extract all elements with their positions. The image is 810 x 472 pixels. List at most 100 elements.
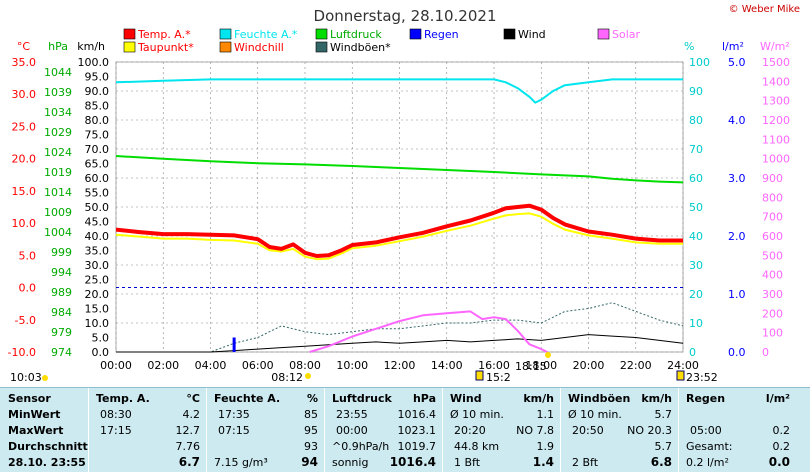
legend-swatch bbox=[219, 41, 232, 53]
x-tick: 18:00 bbox=[525, 359, 557, 372]
wind-tick: 20.0 bbox=[85, 288, 110, 301]
sunrise-label: 08:12 bbox=[271, 371, 303, 384]
weather-state: sonnig bbox=[332, 456, 369, 469]
humidity-tick: 50 bbox=[689, 201, 703, 214]
solar-tick: 1500 bbox=[762, 56, 790, 69]
row-min-label: MinWert bbox=[8, 408, 61, 421]
rain-total-label: Gesamt: bbox=[686, 440, 733, 453]
current-humidity-value: 94 bbox=[301, 455, 318, 469]
pressure-tick: 1024 bbox=[44, 146, 72, 159]
rain-total-value: 0.2 bbox=[772, 440, 791, 453]
avg-temp-value: 7.76 bbox=[175, 440, 201, 453]
max-rain-time: 05:00 bbox=[690, 424, 722, 437]
humidity-tick: 30 bbox=[689, 259, 703, 272]
max-temp-value: 12.7 bbox=[175, 424, 201, 437]
legend-swatch bbox=[503, 28, 516, 40]
current-pressure-value: 1016.4 bbox=[389, 455, 436, 469]
rain-tick: 5.0 bbox=[728, 56, 746, 69]
humidity-tick: 100 bbox=[689, 56, 710, 69]
temp-tick: 15.0 bbox=[12, 185, 37, 198]
solar-tick: 300 bbox=[762, 288, 783, 301]
header-rain: Regen bbox=[686, 392, 726, 405]
header-sensor: Sensor bbox=[8, 392, 51, 405]
sun-marks: 08:12 18:15 10:03 15:2 23:52 bbox=[10, 352, 718, 384]
gusts-avg-label: Ø 10 min. bbox=[568, 408, 622, 421]
sun-icon bbox=[545, 352, 551, 358]
copyright: © Weber Mike bbox=[729, 4, 800, 15]
header-rain-unit: l/m² bbox=[765, 392, 790, 405]
humidity-tick: 40 bbox=[689, 230, 703, 243]
pressure-tick: 999 bbox=[51, 246, 72, 259]
wind-tick: 15.0 bbox=[85, 303, 110, 316]
header-temp: Temp. A. bbox=[96, 392, 150, 405]
wind-tick: 35.0 bbox=[85, 245, 110, 258]
mid-time: 15:2 bbox=[486, 371, 511, 384]
wind-tick: 85.0 bbox=[85, 100, 110, 113]
temp-tick: -10.0 bbox=[8, 346, 36, 359]
x-tick: 04:00 bbox=[195, 359, 227, 372]
legend-label: Taupunkt* bbox=[137, 41, 194, 54]
solar-tick: 100 bbox=[762, 327, 783, 340]
chart-title: Donnerstag, 28.10.2021 bbox=[314, 7, 497, 25]
header-temp-unit: °C bbox=[186, 392, 200, 405]
sunset-label: 18:15 bbox=[515, 360, 547, 373]
x-tick: 00:00 bbox=[100, 359, 132, 372]
solar-tick: 1300 bbox=[762, 95, 790, 108]
wind-avg-value: 1.1 bbox=[536, 408, 555, 421]
max-gusts-time: 20:50 bbox=[572, 424, 604, 437]
rain-tick: 0.0 bbox=[728, 346, 746, 359]
humidity-tick: 80 bbox=[689, 114, 703, 127]
series-line-luftdruck bbox=[115, 155, 684, 184]
legend-label: Solar bbox=[612, 28, 641, 41]
max-humidity-value: 95 bbox=[304, 424, 318, 437]
absolute-humidity: 7.15 g/m³ bbox=[214, 456, 268, 469]
x-tick: 16:00 bbox=[478, 359, 510, 372]
series-line-windben bbox=[116, 302, 684, 353]
max-pressure-time: 00:00 bbox=[336, 424, 368, 437]
series-line-tempa bbox=[115, 203, 683, 258]
avg-gusts-value: 5.7 bbox=[654, 440, 673, 453]
series-layer bbox=[115, 78, 684, 353]
legend-label: Feuchte A.* bbox=[234, 28, 298, 41]
solar-tick: 1100 bbox=[762, 133, 790, 146]
pressure-tick: 974 bbox=[51, 346, 72, 359]
solar-unit: W/m² bbox=[760, 40, 790, 53]
wind-tick: 100.0 bbox=[78, 56, 110, 69]
max-wind-time: 20:20 bbox=[454, 424, 486, 437]
legend-label: Temp. A.* bbox=[137, 28, 191, 41]
temp-tick: 10.0 bbox=[12, 217, 37, 230]
wind-tick: 75.0 bbox=[85, 129, 110, 142]
rain-unit: l/m² bbox=[722, 40, 744, 53]
header-pressure-unit: hPa bbox=[412, 392, 436, 405]
header-humidity-unit: % bbox=[306, 392, 318, 405]
avg-wind-value: 1.9 bbox=[536, 440, 555, 453]
series-line-wind bbox=[116, 334, 684, 353]
legend-swatch bbox=[219, 28, 232, 40]
row-avg-label: Durchschnitt bbox=[8, 440, 88, 453]
wind-tick: 0.0 bbox=[92, 346, 110, 359]
solar-tick: 0 bbox=[762, 346, 769, 359]
solar-tick: 200 bbox=[762, 307, 783, 320]
left-time: 10:03 bbox=[10, 371, 42, 384]
wind-tick: 40.0 bbox=[85, 230, 110, 243]
wind-tick: 80.0 bbox=[85, 114, 110, 127]
row-current-label: 28.10. 23:55 bbox=[8, 456, 86, 469]
moon-icon bbox=[676, 370, 685, 381]
header-pressure: Luftdruck bbox=[332, 392, 392, 405]
x-tick: 06:00 bbox=[242, 359, 274, 372]
legend-swatch bbox=[315, 41, 328, 53]
wind-tick: 45.0 bbox=[85, 216, 110, 229]
min-humidity-time: 17:35 bbox=[218, 408, 250, 421]
rain-bar bbox=[232, 337, 236, 352]
legend-swatch bbox=[123, 41, 136, 53]
series-line-taupunkt bbox=[115, 212, 683, 261]
solar-tick: 1200 bbox=[762, 114, 790, 127]
header-wind: Wind bbox=[450, 392, 482, 405]
wind-tick: 25.0 bbox=[85, 274, 110, 287]
min-pressure-time: 23:55 bbox=[336, 408, 368, 421]
pressure-unit: hPa bbox=[48, 40, 68, 53]
row-max-label: MaxWert bbox=[8, 424, 64, 437]
moon-icon bbox=[475, 370, 484, 381]
solar-tick: 600 bbox=[762, 230, 783, 243]
wind-tick: 55.0 bbox=[85, 187, 110, 200]
